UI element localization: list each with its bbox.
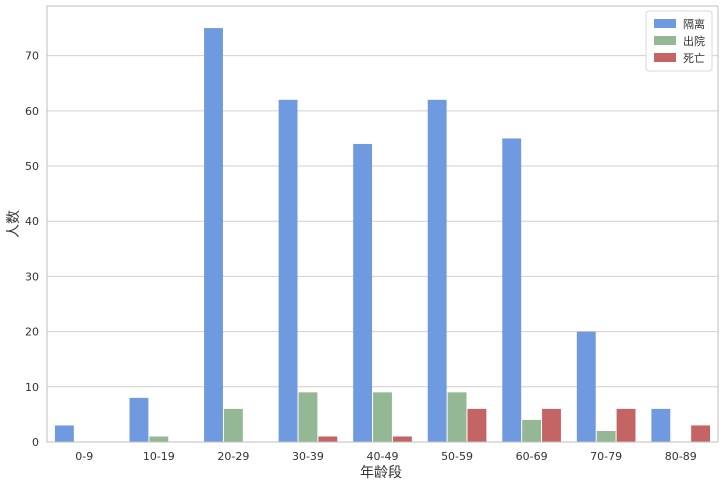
x-tick-labels: 0-9 10-19 20-29 30-39 40-49 50-59 60-69 70-79 80… xyxy=(75,450,696,463)
bar xyxy=(691,425,711,442)
bar xyxy=(223,408,243,442)
bar xyxy=(651,408,671,442)
bar xyxy=(542,408,561,442)
y-tick-label: 0 xyxy=(32,436,39,449)
y-tick-label: 60 xyxy=(25,105,39,118)
bar xyxy=(447,392,467,442)
legend-label: 隔离 xyxy=(683,17,705,31)
bar xyxy=(318,436,338,442)
grid-lines xyxy=(47,55,718,443)
bar xyxy=(278,99,298,442)
legend-swatch xyxy=(654,53,676,62)
x-axis-label: 年龄段 xyxy=(360,465,402,481)
y-tick-label: 40 xyxy=(25,215,39,228)
bar xyxy=(373,392,392,442)
y-tick-labels: 0 10 20 30 40 50 60 70 xyxy=(25,50,39,449)
x-tick-label: 0-9 xyxy=(75,450,93,463)
bars-group xyxy=(54,28,711,443)
x-tick-label: 20-29 xyxy=(217,450,249,463)
x-tick-label: 60-69 xyxy=(516,450,548,463)
bar xyxy=(298,392,318,442)
bar xyxy=(392,436,412,442)
bar xyxy=(576,331,596,442)
legend-swatch xyxy=(654,36,676,45)
x-tick-label: 70-79 xyxy=(590,450,622,463)
y-tick-label: 70 xyxy=(25,50,39,63)
bar xyxy=(427,99,447,442)
bar xyxy=(616,408,636,442)
bar xyxy=(502,138,522,443)
plot-border xyxy=(46,5,719,443)
y-tick-label: 30 xyxy=(25,270,39,283)
bar xyxy=(596,430,616,442)
x-tick-label: 40-49 xyxy=(367,450,399,463)
x-tick-label: 10-19 xyxy=(143,450,175,463)
bar xyxy=(204,28,223,442)
x-tick-label: 30-39 xyxy=(292,450,324,463)
bar xyxy=(149,436,169,442)
bar xyxy=(129,397,149,442)
legend-label: 出院 xyxy=(683,34,705,48)
y-tick-label: 10 xyxy=(25,381,39,394)
legend-label: 死亡 xyxy=(683,51,705,65)
legend-swatch xyxy=(654,19,676,28)
bar xyxy=(522,419,542,442)
bar xyxy=(353,143,373,443)
x-tick-label: 50-59 xyxy=(441,450,473,463)
x-tick-label: 80-89 xyxy=(665,450,697,463)
y-tick-label: 20 xyxy=(25,326,39,339)
y-axis-label: 人数 xyxy=(6,210,22,238)
y-tick-label: 50 xyxy=(25,160,39,173)
plot-frame xyxy=(46,5,719,443)
bar xyxy=(54,425,74,442)
bar xyxy=(467,408,487,442)
